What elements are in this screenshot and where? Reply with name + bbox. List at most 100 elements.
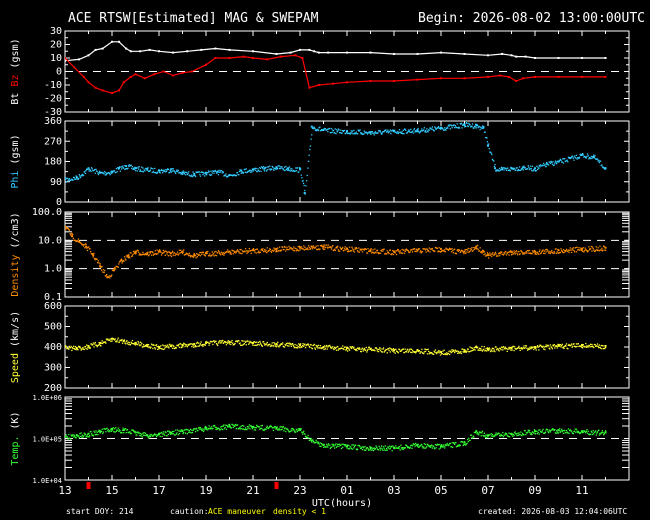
mag_b-point: [327, 51, 330, 54]
speed-data-point: [428, 353, 430, 355]
temp-data-point: [281, 428, 283, 430]
speed-data-point: [400, 350, 403, 352]
temp-data-point: [411, 447, 413, 449]
speed-data-point: [446, 353, 448, 356]
density-data-point: [173, 252, 176, 254]
speed-data-point: [215, 340, 217, 342]
speed-data-point: [186, 346, 189, 348]
phi-data-point: [412, 132, 414, 134]
temp-data-point: [122, 429, 125, 432]
speed-data-point: [376, 348, 378, 350]
temp-data-point: [129, 433, 132, 435]
mag_b-ytick-label: -20: [44, 94, 62, 105]
temp-data-point: [169, 432, 171, 435]
temp-data-point: [207, 428, 209, 430]
temp-data-point: [222, 428, 224, 431]
density-data-point: [552, 252, 555, 254]
density-data-point: [534, 253, 536, 255]
temp-data-point: [220, 426, 222, 428]
temp-data-point: [590, 433, 592, 436]
temp-data-point: [166, 435, 168, 437]
speed-data-point: [599, 346, 601, 348]
speed-data-point: [194, 346, 196, 348]
speed-data-point: [97, 344, 100, 346]
mag_b-point: [129, 75, 132, 78]
temp-data-point: [338, 445, 340, 447]
phi-data-point: [429, 127, 432, 129]
temp-data-point: [402, 448, 404, 450]
speed-data-point: [308, 346, 310, 348]
speed-data-point: [538, 349, 540, 351]
temp-data-point: [103, 428, 105, 430]
speed-data-point: [348, 349, 351, 351]
phi-data-point: [252, 168, 254, 171]
density-data-point: [421, 251, 424, 253]
density-data-point: [559, 251, 561, 253]
phi-data-point: [346, 130, 348, 133]
speed-data-point: [467, 348, 469, 350]
phi-data-point: [308, 154, 310, 156]
temp-data-point: [430, 445, 432, 447]
temp-data-point: [527, 429, 529, 431]
phi-data-point: [495, 169, 497, 171]
speed-data-point: [153, 344, 155, 346]
speed-data-point: [237, 340, 239, 342]
phi-data-point: [194, 175, 197, 178]
density-data-point: [590, 248, 592, 250]
density-data-point: [548, 252, 550, 254]
density-data-point: [418, 248, 420, 250]
density-data-point: [83, 244, 85, 246]
speed-data-point: [585, 342, 587, 345]
speed-data-point: [309, 346, 311, 348]
phi-data-point: [207, 170, 210, 172]
phi-data-point: [213, 172, 215, 174]
density-data-point: [445, 248, 448, 250]
speed-data-point: [145, 345, 147, 347]
speed-data-point: [360, 350, 362, 353]
phi-data-point: [138, 166, 140, 168]
temp-data-point: [374, 448, 376, 450]
temp-data-point: [567, 428, 570, 430]
density-data-point: [287, 249, 289, 251]
temp-data-point: [66, 436, 68, 438]
temp-data-point: [348, 444, 350, 447]
temp-data-point: [236, 424, 239, 426]
phi-data-point: [139, 170, 141, 172]
speed-data-point: [600, 344, 602, 347]
mag_b-ytick-label: 10: [50, 53, 62, 64]
temp-data-point: [221, 425, 223, 427]
temp-data-point: [107, 429, 109, 431]
temp-data-point: [105, 431, 107, 433]
density-data-point: [567, 249, 570, 251]
density-data-point: [480, 250, 482, 253]
density-data-point: [209, 253, 211, 255]
temp-data-point: [485, 434, 487, 436]
density-data-point: [225, 251, 227, 254]
speed-data-point: [225, 341, 227, 344]
x-tick-label: 19: [199, 484, 212, 497]
temp-data-point: [562, 432, 565, 434]
phi-data-point: [99, 170, 101, 172]
density-data-point: [467, 249, 469, 251]
temp-data-point: [347, 448, 349, 450]
temp-data-point: [459, 444, 461, 447]
speed-data-point: [219, 340, 221, 342]
phi-data-point: [158, 169, 160, 172]
temp-data-point: [86, 435, 88, 437]
density-data-point: [272, 249, 274, 251]
phi-data-point: [236, 172, 239, 174]
speed-data-point: [77, 349, 79, 351]
density-data-point: [338, 250, 340, 252]
density-data-point: [540, 252, 542, 254]
x-axis-label: UTC(hours): [312, 498, 372, 509]
phi-data-point: [475, 123, 477, 125]
density-data-point: [340, 248, 342, 250]
phi-data-point: [165, 170, 168, 173]
temp-data-point: [481, 430, 484, 432]
phi-data-point: [524, 167, 526, 169]
speed-data-point: [253, 341, 255, 343]
density-data-point: [504, 253, 506, 255]
density-data-point: [473, 246, 475, 249]
temp-data-point: [121, 429, 124, 431]
speed-data-point: [241, 340, 243, 342]
